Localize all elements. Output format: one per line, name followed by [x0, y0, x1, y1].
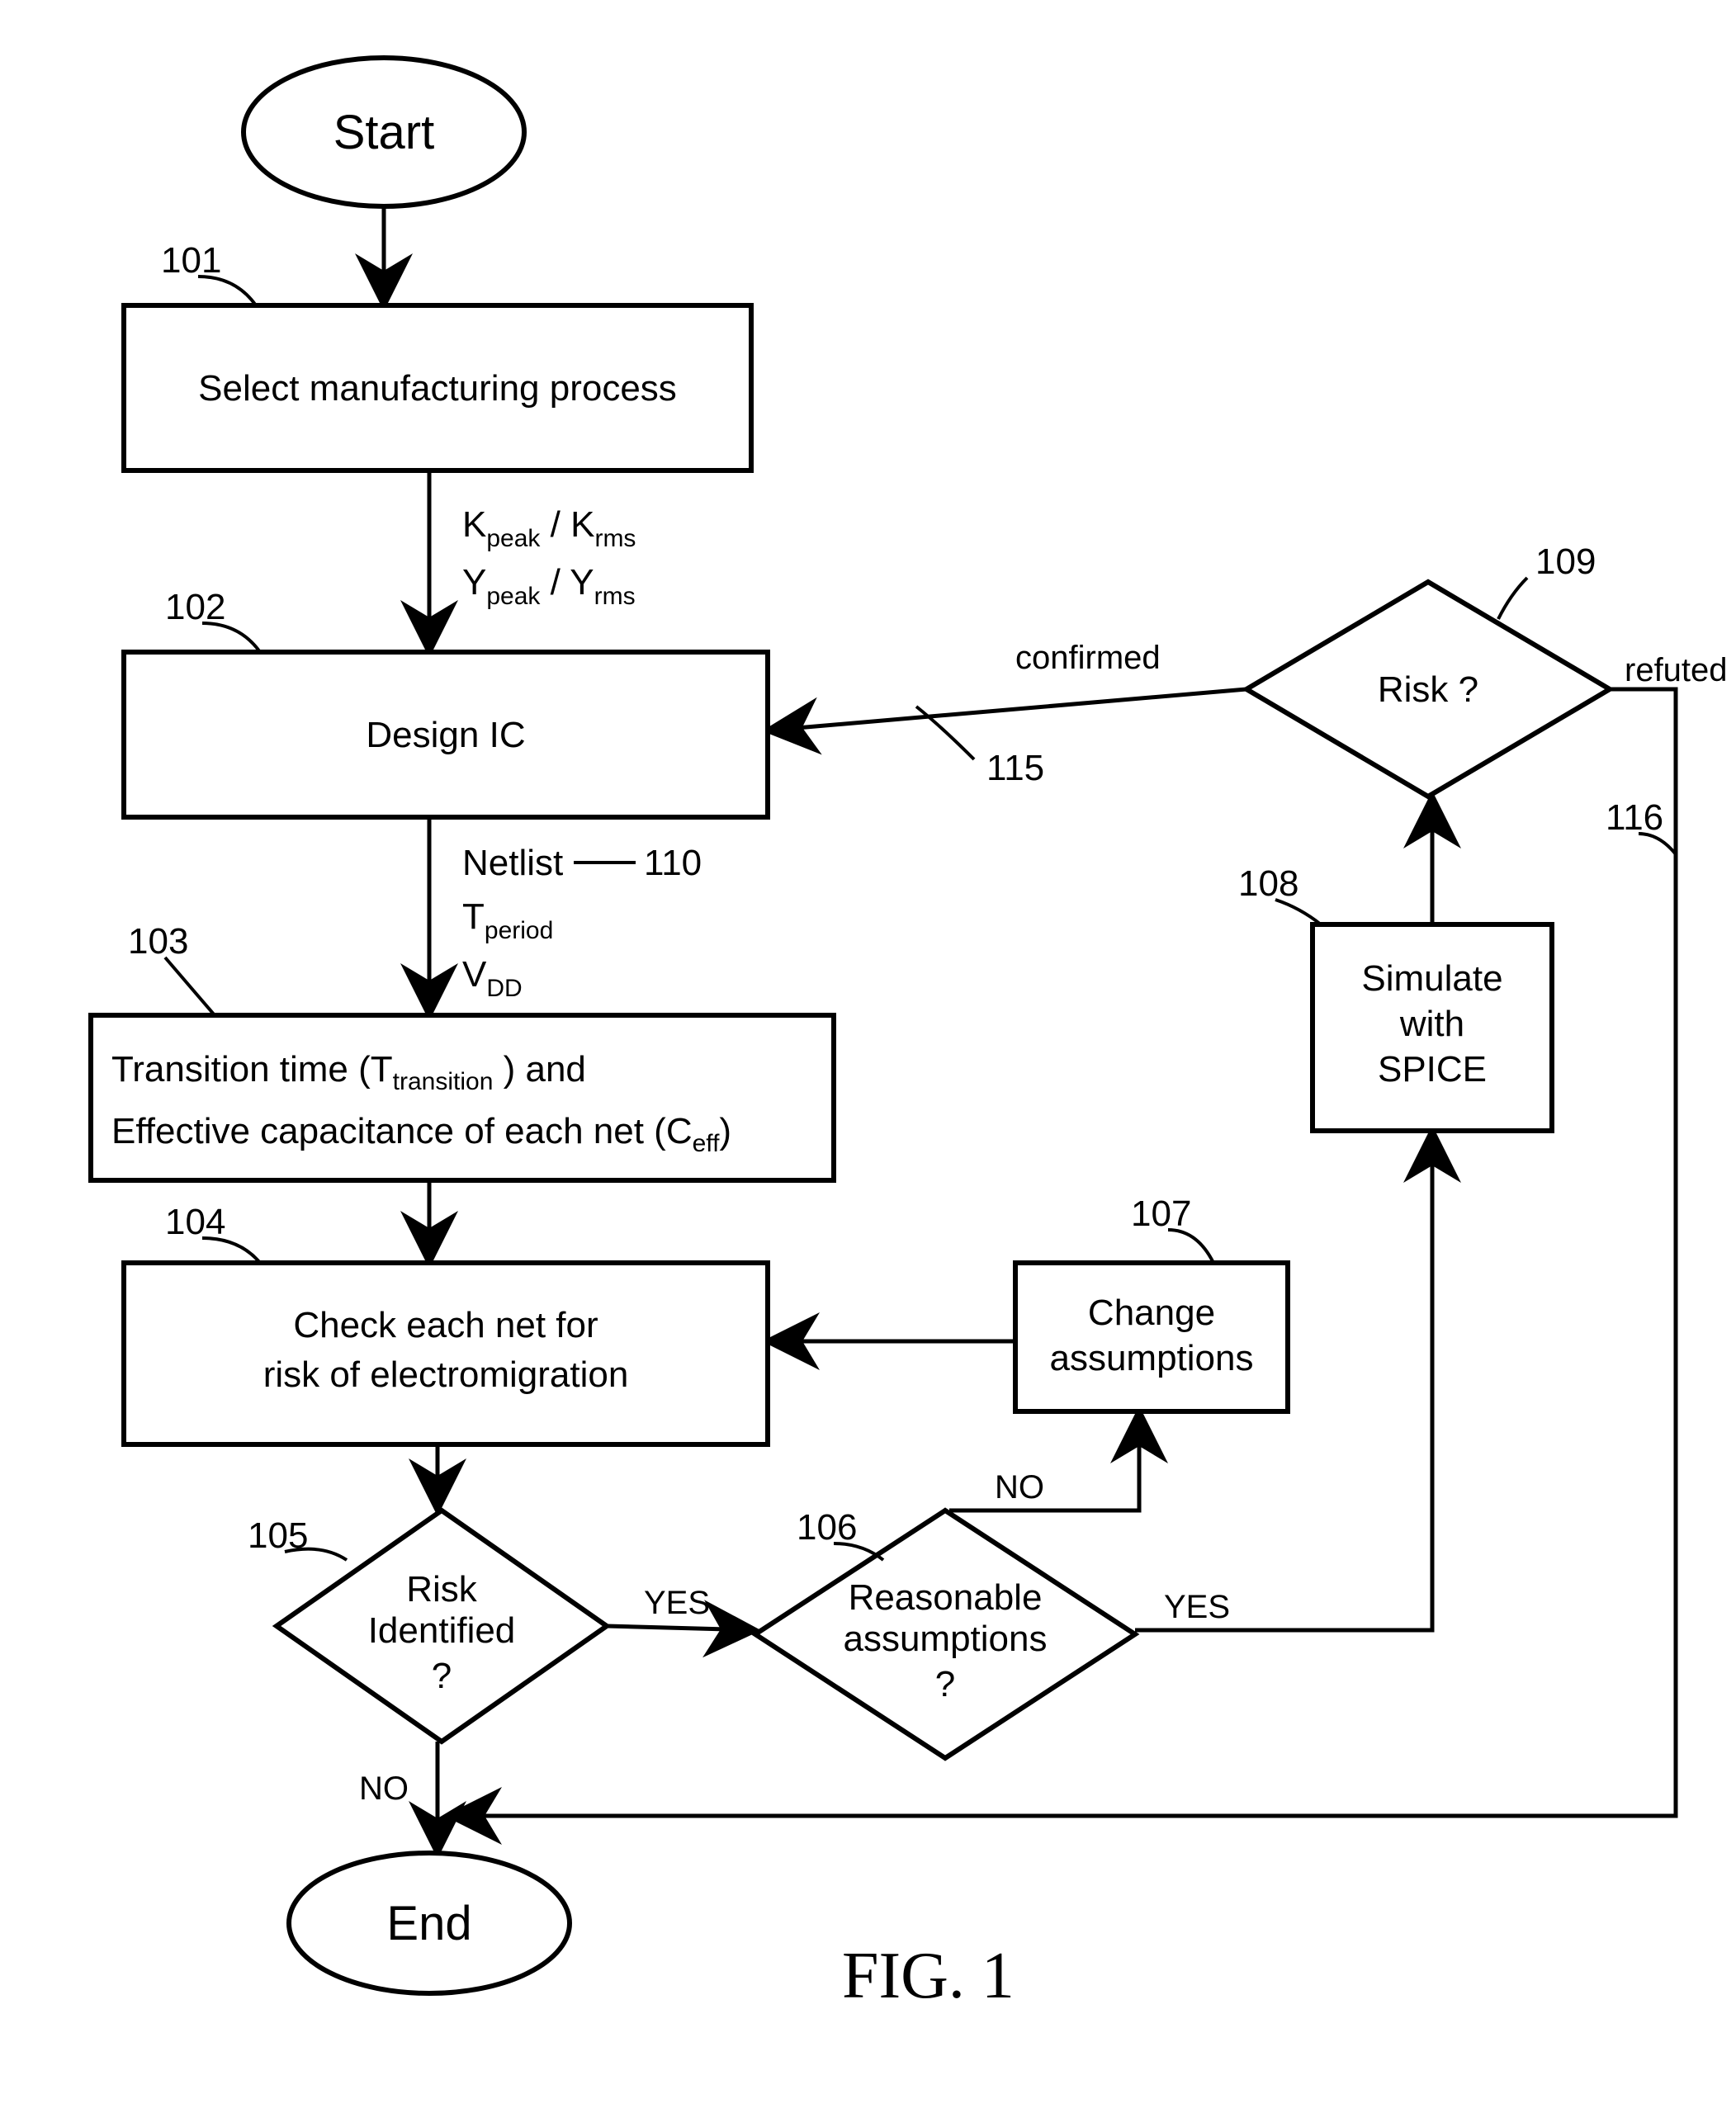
leader-107 [1168, 1230, 1213, 1263]
decision-105-line3: ? [432, 1656, 452, 1696]
process-107 [1015, 1263, 1288, 1411]
process-104 [124, 1263, 768, 1444]
decision-109-label: Risk ? [1378, 669, 1478, 710]
process-108-line2: with [1399, 1004, 1464, 1044]
edge-105-106 [607, 1626, 755, 1630]
process-108-line3: SPICE [1378, 1049, 1487, 1090]
label-105-no: NO [359, 1770, 409, 1807]
decision-106-line1: Reasonable [849, 1577, 1043, 1618]
process-107-line2: assumptions [1049, 1338, 1253, 1378]
decision-106-line2: assumptions [843, 1619, 1047, 1659]
param-y-line: Ypeak / Yrms [462, 562, 636, 610]
label-105-yes: YES [644, 1585, 710, 1621]
ref-104: 104 [165, 1202, 225, 1242]
leader-103 [165, 957, 215, 1015]
ref-115: 115 [986, 748, 1044, 788]
process-101-label: Select manufacturing process [198, 368, 677, 409]
ref-109: 109 [1535, 541, 1596, 582]
process-104-line1: Check each net for [293, 1305, 598, 1345]
decision-105-line2: Identified [368, 1610, 516, 1651]
ref-105: 105 [248, 1515, 308, 1556]
figure-caption: FIG. 1 [842, 1940, 1015, 2012]
label-106-no: NO [995, 1469, 1044, 1506]
process-103-line2: Effective capacitance of each net (Ceff) [111, 1111, 731, 1157]
ref-108: 108 [1238, 863, 1298, 904]
ref-102: 102 [165, 587, 225, 627]
param-vdd: VDD [462, 954, 523, 1002]
decision-105-line1: Risk [406, 1569, 478, 1610]
leader-102 [202, 623, 260, 652]
param-k-line: Kpeak / Krms [462, 504, 636, 552]
param-netlist: Netlist [462, 843, 563, 883]
edge-106-107 [949, 1411, 1139, 1510]
ref-116: 116 [1606, 797, 1663, 838]
process-103 [91, 1015, 834, 1180]
process-103-line1: Transition time (Ttransition ) and [111, 1049, 586, 1095]
label-109-confirmed: confirmed [1015, 640, 1161, 676]
process-107-line1: Change [1088, 1293, 1215, 1333]
process-104-line2: risk of electromigration [263, 1354, 629, 1395]
terminal-start-label: Start [333, 106, 435, 159]
label-109-refuted: refuted [1625, 652, 1728, 688]
param-tperiod: Tperiod [462, 896, 553, 944]
ref-106: 106 [797, 1507, 857, 1548]
edge-109-102 [768, 689, 1246, 730]
label-106-yes: YES [1164, 1589, 1230, 1625]
decision-106-line3: ? [935, 1664, 955, 1704]
leader-109 [1498, 578, 1527, 619]
ref-107: 107 [1131, 1194, 1191, 1234]
process-108-line1: Simulate [1361, 958, 1502, 999]
ref-103: 103 [128, 921, 188, 962]
process-102-label: Design IC [366, 715, 525, 755]
terminal-end-label: End [386, 1897, 471, 1950]
leader-101 [198, 277, 256, 305]
ref-101: 101 [161, 240, 221, 281]
ref-110: 110 [644, 843, 702, 883]
